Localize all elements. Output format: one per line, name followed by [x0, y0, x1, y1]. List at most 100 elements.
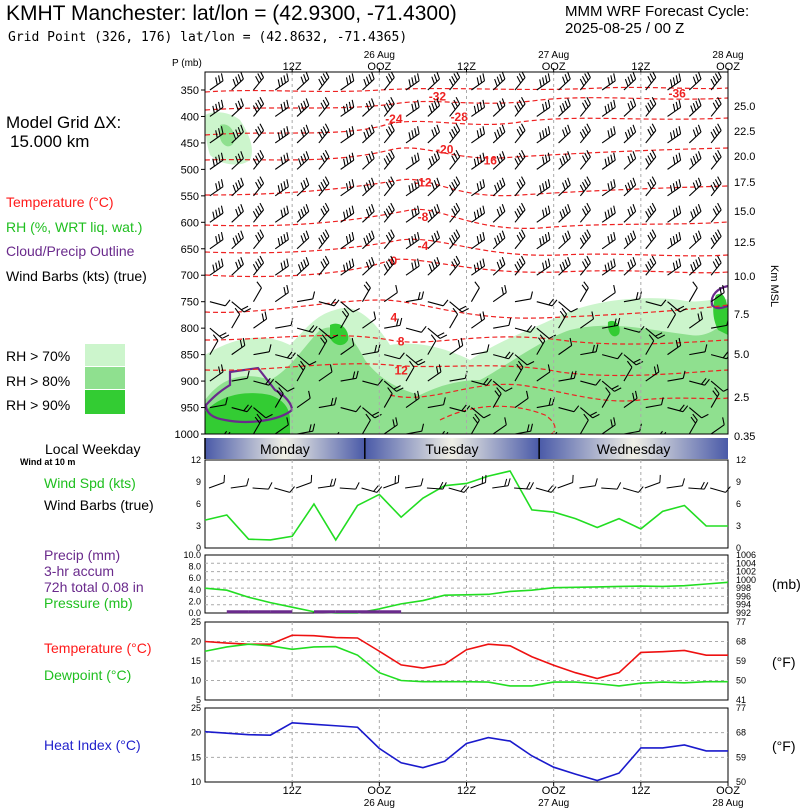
cross-section-wind-barb — [405, 360, 415, 382]
cross-section-wind-barb — [427, 364, 442, 382]
cross-section-wind-barb — [427, 177, 441, 197]
barb-flag — [539, 238, 542, 246]
barb-flag — [567, 124, 571, 133]
cross-section-wind-barb — [296, 354, 317, 366]
barb-flag — [672, 236, 676, 244]
barb-flag — [428, 264, 433, 272]
barb-flag — [516, 234, 522, 243]
cross-section-wind-barb — [601, 387, 611, 408]
cross-section-wind-barb — [579, 202, 591, 223]
barb-staff — [296, 366, 306, 382]
barb-flag — [305, 124, 310, 133]
barb-flag — [675, 181, 679, 189]
barb-flag — [678, 337, 682, 346]
barb-flag — [695, 259, 699, 267]
cross-section-wind-barb — [209, 179, 224, 197]
cross-section-wind-barb — [318, 176, 330, 197]
cross-section-wind-barb — [427, 334, 437, 355]
barb-staff — [470, 419, 480, 434]
cross-section-wind-barb — [558, 72, 571, 91]
barb-flag — [363, 237, 367, 246]
barb-flag — [305, 256, 310, 265]
barb-flag — [690, 264, 694, 272]
barb-flag — [692, 102, 697, 111]
barb-flag — [501, 124, 506, 133]
barb-flag — [300, 129, 305, 137]
cross-section-wind-barb — [579, 149, 591, 170]
barb-staff — [558, 377, 575, 382]
barb-flag — [414, 128, 417, 136]
barb-staff — [296, 327, 313, 333]
barb-flag — [544, 234, 548, 242]
barb-flag — [476, 156, 480, 165]
top-date-label: 26 Aug — [364, 50, 395, 61]
cross-section-wind-barb — [623, 98, 637, 117]
cross-section-wind-barb — [362, 124, 375, 144]
barb-staff — [405, 366, 415, 382]
barb-flag — [453, 205, 458, 213]
barb-flag — [613, 205, 616, 214]
barb-flag — [547, 73, 551, 81]
cross-section-wind-barb — [449, 149, 461, 170]
barb-flag — [351, 99, 355, 108]
barb-flag — [604, 264, 608, 273]
cross-section-wind-barb — [383, 202, 395, 223]
barb-staff — [514, 298, 531, 303]
barb-flag — [320, 234, 326, 243]
cross-section-wind-barb — [492, 284, 507, 303]
barb-flag — [333, 299, 340, 307]
pressure-panel-right-tick: 994 — [736, 600, 751, 610]
barb-staff — [340, 133, 355, 144]
barb-flag — [634, 390, 638, 399]
barb-flag — [648, 334, 655, 342]
rh-90-area-right — [607, 320, 620, 337]
temperature-contour — [205, 258, 728, 278]
cross-section-wind-barb — [362, 98, 375, 117]
legend-wind: Wind Barbs (kts) (true) — [6, 268, 147, 284]
barb-flag — [220, 232, 224, 240]
barb-staff — [362, 263, 375, 276]
barb-staff — [601, 393, 611, 408]
barb-staff — [383, 235, 395, 250]
barb-flag — [586, 229, 591, 237]
forecast-cycle-line2: 2025-08-25 / 00 Z — [565, 20, 685, 37]
barb-flag — [507, 478, 511, 486]
barb-staff — [209, 159, 224, 170]
barb-staff — [558, 314, 568, 329]
cross-section-wind-barb — [471, 258, 486, 276]
barb-staff — [623, 105, 637, 117]
cross-section-wind-barb — [580, 407, 600, 419]
cross-section-wind-barb — [340, 126, 355, 144]
barb-staff — [558, 344, 572, 356]
barb-flag — [390, 123, 395, 131]
barb-staff — [645, 327, 659, 339]
barb-flag — [355, 405, 362, 413]
barb-flag — [455, 255, 461, 264]
barb-flag — [455, 97, 461, 105]
barb-flag — [548, 298, 554, 306]
cross-section-wind-barb — [296, 360, 306, 382]
barb-flag — [530, 423, 534, 432]
barb-flag — [324, 72, 330, 78]
barb-flag — [218, 207, 221, 216]
barb-flag — [521, 123, 526, 131]
barb-flag — [464, 405, 471, 413]
barb-flag — [494, 390, 500, 398]
cross-section-wind-barb — [209, 299, 231, 307]
barb-staff — [601, 186, 616, 197]
barb-flag — [562, 182, 566, 190]
barb-staff — [557, 482, 573, 489]
barb-flag — [562, 261, 566, 270]
barb-staff — [449, 235, 461, 250]
barb-flag — [438, 481, 444, 490]
barb-flag — [559, 310, 566, 318]
barb-flag — [529, 482, 534, 490]
barb-staff — [362, 184, 375, 197]
barb-staff — [209, 265, 224, 276]
barb-staff — [274, 292, 289, 303]
rh-level-80-swatch — [85, 367, 125, 389]
barb-flag — [649, 179, 655, 187]
barb-flag — [385, 261, 391, 269]
barb-flag — [218, 154, 221, 163]
barb-staff — [318, 327, 332, 339]
